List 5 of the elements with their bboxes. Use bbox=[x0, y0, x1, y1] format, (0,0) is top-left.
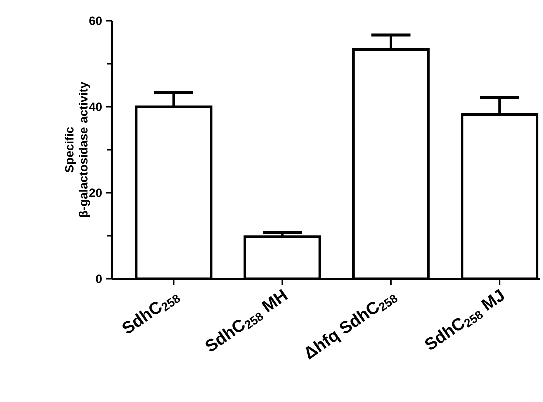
y-tick-label: 60 bbox=[90, 16, 102, 26]
y-tick-label: 40 bbox=[89, 102, 102, 112]
y-axis-title: Specific β-galactosidase activity bbox=[65, 82, 90, 218]
y-tick-label: 0 bbox=[96, 274, 102, 284]
y-tick-label: 20 bbox=[90, 188, 102, 198]
